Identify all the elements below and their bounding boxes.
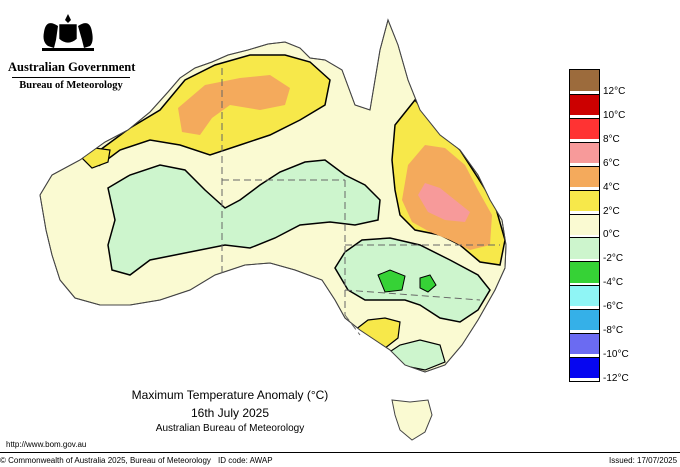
legend-divider xyxy=(570,189,599,191)
legend-divider xyxy=(570,285,599,287)
map-source: Australian Bureau of Meteorology xyxy=(155,423,305,434)
map-title: Maximum Temperature Anomaly (°C) xyxy=(131,388,329,402)
legend-swatch xyxy=(570,333,599,355)
legend-label: 4°C xyxy=(603,181,620,193)
state-borders xyxy=(221,68,500,336)
legend-divider xyxy=(570,213,599,215)
legend-divider xyxy=(570,165,599,167)
legend-divider xyxy=(570,117,599,119)
footer-url[interactable]: http://www.bom.gov.au xyxy=(6,440,87,449)
legend-label: 2°C xyxy=(603,205,620,217)
legend-divider xyxy=(570,237,599,239)
legend-swatch xyxy=(570,309,599,331)
footer-divider xyxy=(0,452,680,453)
legend-divider xyxy=(570,93,599,95)
bureau-name: Bureau of Meteorology xyxy=(19,80,123,91)
legend-label: -12°C xyxy=(603,373,629,384)
legend-swatch xyxy=(570,285,599,307)
legend-divider xyxy=(570,261,599,263)
legend-swatch xyxy=(570,141,599,163)
tasmania xyxy=(391,399,433,441)
legend-swatch xyxy=(570,261,599,283)
map-date: 16th July 2025 xyxy=(190,406,270,420)
legend-label: -4°C xyxy=(603,277,624,289)
legend-swatch xyxy=(570,93,599,116)
anomaly-zone-minus4-a xyxy=(377,269,406,293)
anomaly-zone-minus2-west xyxy=(107,159,381,276)
anomaly-zone-minus2-southeast xyxy=(334,237,491,323)
legend-label: -8°C xyxy=(603,325,624,337)
legend-swatch xyxy=(570,165,599,187)
government-logo: Australian Government Bureau of Meteorol… xyxy=(8,10,136,91)
anomaly-zone-plus4-north xyxy=(178,75,290,135)
legend-label: -2°C xyxy=(603,253,624,265)
footer-id-code: ID code: AWAP xyxy=(218,456,273,465)
legend-label: 12°C xyxy=(603,85,626,97)
legend-swatch xyxy=(570,357,599,379)
legend-swatch xyxy=(570,213,599,235)
legend-swatch xyxy=(570,70,599,92)
coat-of-arms-icon xyxy=(42,14,94,51)
legend-label: -6°C xyxy=(603,301,624,313)
logo-divider xyxy=(12,77,130,78)
legend-label: 10°C xyxy=(603,109,626,121)
legend-divider xyxy=(570,333,599,335)
color-legend xyxy=(569,69,600,382)
legend-divider xyxy=(570,357,599,359)
footer-copyright: © Commonwealth of Australia 2025, Bureau… xyxy=(0,456,211,465)
anomaly-zone-plus6 xyxy=(418,183,470,222)
legend-label: 0°C xyxy=(603,229,620,241)
legend-swatch xyxy=(570,117,599,140)
legend-label: -10°C xyxy=(603,349,629,361)
footer-issued: Issued: 17/07/2025 xyxy=(609,456,678,465)
legend-swatch xyxy=(570,237,599,259)
legend-label: 6°C xyxy=(603,157,620,169)
government-name: Australian Government xyxy=(8,60,136,74)
legend-swatch xyxy=(570,189,599,211)
anomaly-zone-minus4-b xyxy=(419,274,437,293)
legend-label: 8°C xyxy=(603,133,620,145)
legend-divider xyxy=(570,141,599,143)
legend-divider xyxy=(570,309,599,311)
